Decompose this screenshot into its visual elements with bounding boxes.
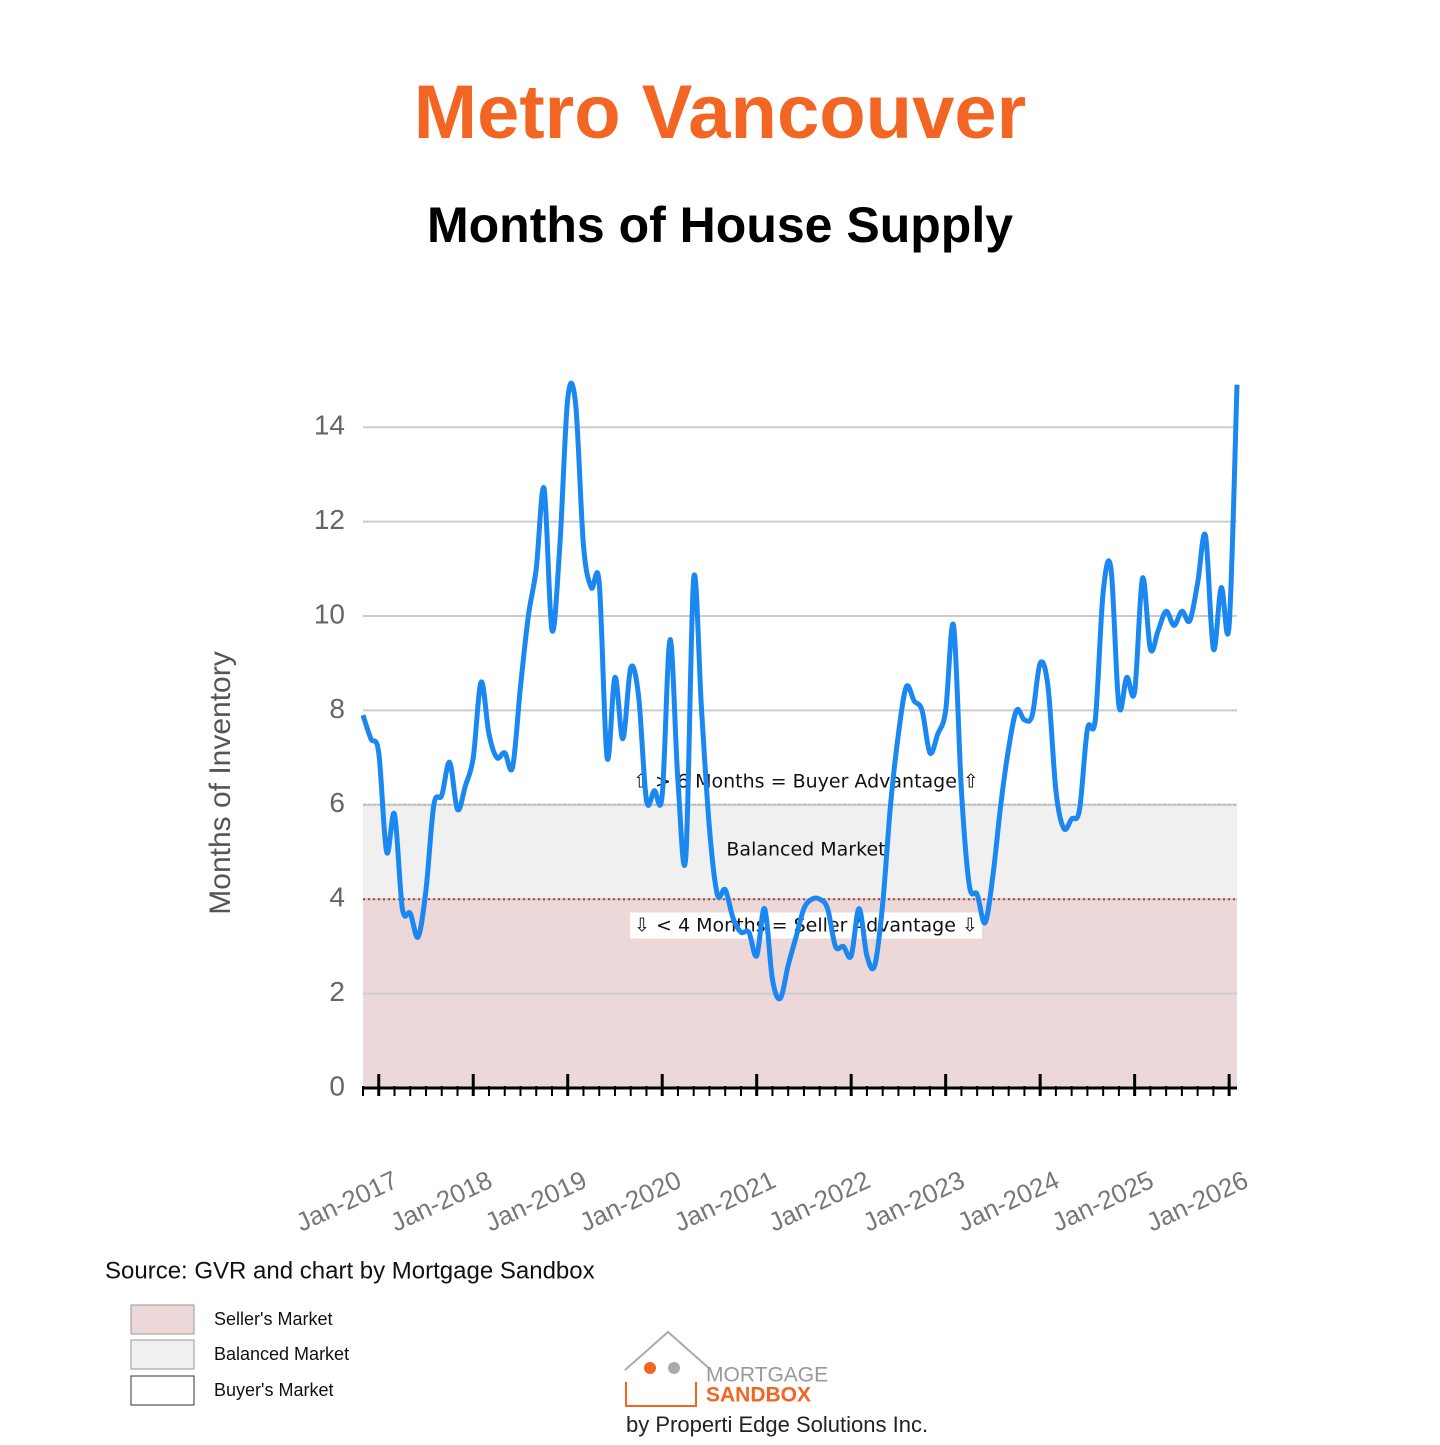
- legend-swatch: [130, 1304, 195, 1335]
- logo-icon: [644, 1362, 656, 1374]
- y-tick-label: 14: [314, 410, 345, 441]
- y-tick-label: 4: [329, 882, 345, 913]
- x-tick-label: Jan-2023: [858, 1164, 969, 1237]
- y-tick-label: 12: [314, 504, 345, 535]
- x-tick-label: Jan-2022: [764, 1164, 875, 1237]
- x-tick-label: Jan-2017: [291, 1164, 402, 1237]
- x-tick-label: Jan-2018: [386, 1164, 497, 1237]
- y-tick-label: 10: [314, 598, 345, 629]
- legend-label: Balanced Market: [214, 1344, 349, 1364]
- logo-byline: by Properti Edge Solutions Inc.: [626, 1412, 928, 1437]
- x-tick-label: Jan-2020: [575, 1164, 686, 1237]
- y-axis-label: Months of Inventory: [204, 651, 237, 914]
- x-tick-label: Jan-2026: [1142, 1164, 1253, 1237]
- annotation: ⇩ < 4 Months = Seller Advantage ⇩: [634, 915, 978, 937]
- x-tick-label: Jan-2024: [953, 1164, 1064, 1237]
- band: [363, 804, 1237, 900]
- y-tick-label: 8: [329, 693, 345, 724]
- legend-label: Buyer's Market: [214, 1380, 333, 1400]
- logo-icon: [668, 1362, 680, 1374]
- logo: MORTGAGE SANDBOX by Properti Edge Soluti…: [624, 1330, 928, 1437]
- logo-text: SANDBOX: [706, 1384, 811, 1407]
- logo-frame: [625, 1382, 697, 1407]
- x-tick-label: Jan-2019: [480, 1164, 591, 1237]
- x-tick-label: Jan-2021: [669, 1164, 780, 1237]
- legend-label: Seller's Market: [214, 1309, 332, 1329]
- annotation: Balanced Market: [726, 839, 885, 861]
- y-tick-label: 6: [329, 787, 345, 818]
- source: Source: GVR and chart by Mortgage Sandbo…: [105, 1257, 595, 1284]
- chart-title: Metro Vancouver: [414, 70, 1026, 155]
- x-tick-label: Jan-2025: [1047, 1164, 1158, 1237]
- y-tick-label: 2: [329, 976, 345, 1007]
- chart-subtitle: Months of House Supply: [427, 197, 1013, 253]
- legend-swatch: [130, 1339, 195, 1370]
- logo-text: MORTGAGE: [706, 1364, 828, 1387]
- annotation-box: [630, 912, 982, 939]
- y-tick-label: 0: [329, 1070, 345, 1101]
- logo-roof: [624, 1330, 712, 1371]
- legend-swatch: [130, 1375, 195, 1406]
- series-line: [360, 380, 1240, 1002]
- band: [363, 380, 1237, 805]
- annotation: ⇧ > 6 Months = Buyer Advantage ⇧: [633, 771, 979, 793]
